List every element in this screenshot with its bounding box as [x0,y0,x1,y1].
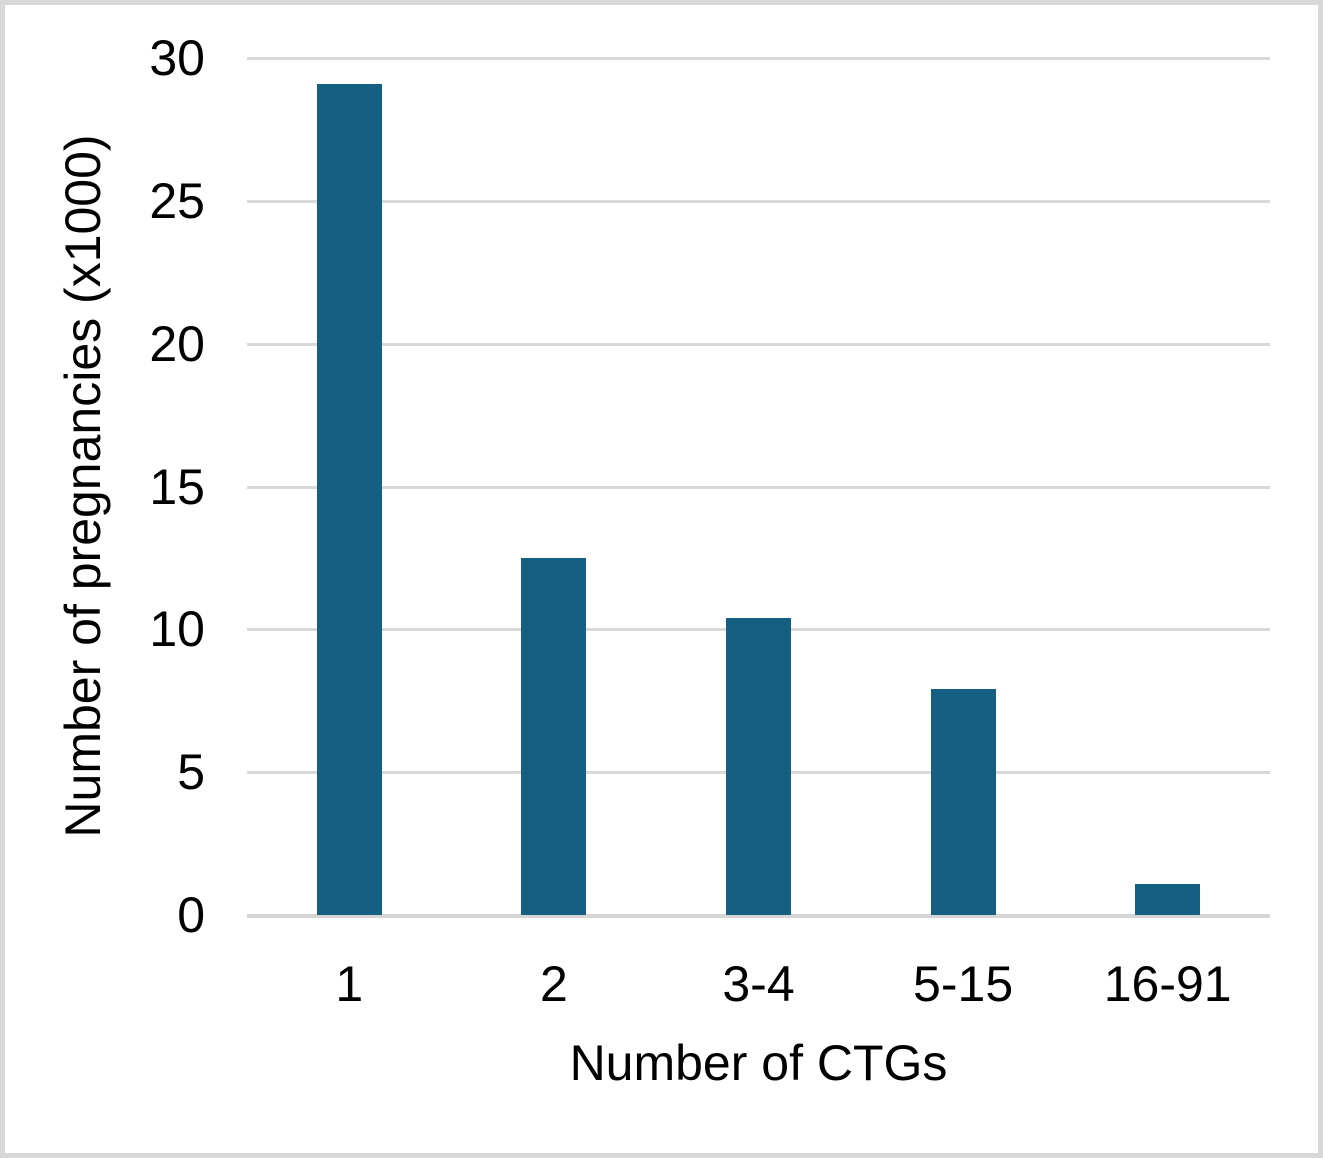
x-tick-label: 5-15 [913,956,1014,1012]
gridline [247,342,1270,346]
gridline [247,485,1270,489]
y-tick-label: 0 [177,887,205,943]
gridline [247,57,1270,60]
y-tick-label: 5 [177,744,205,801]
x-axis-line [247,914,1270,918]
plot-area [247,57,1270,918]
bar-3-4 [726,617,791,915]
x-tick-label: 16-91 [1103,956,1232,1012]
y-tick-label: 20 [149,315,205,372]
gridline [247,199,1270,203]
x-axis-title: Number of CTGs [569,1035,948,1091]
x-tick-label: 1 [335,956,364,1012]
y-tick-label: 30 [149,30,205,86]
y-tick-label: 25 [149,172,205,229]
bar-1 [316,83,382,915]
y-tick-label: 10 [149,601,205,658]
bar-2 [521,557,587,915]
bar-16-91 [1135,883,1201,915]
y-tick-label: 15 [149,458,205,515]
x-tick-label: 3-4 [722,956,795,1012]
bar-5-15 [930,689,996,915]
x-tick-label: 2 [539,956,568,1012]
